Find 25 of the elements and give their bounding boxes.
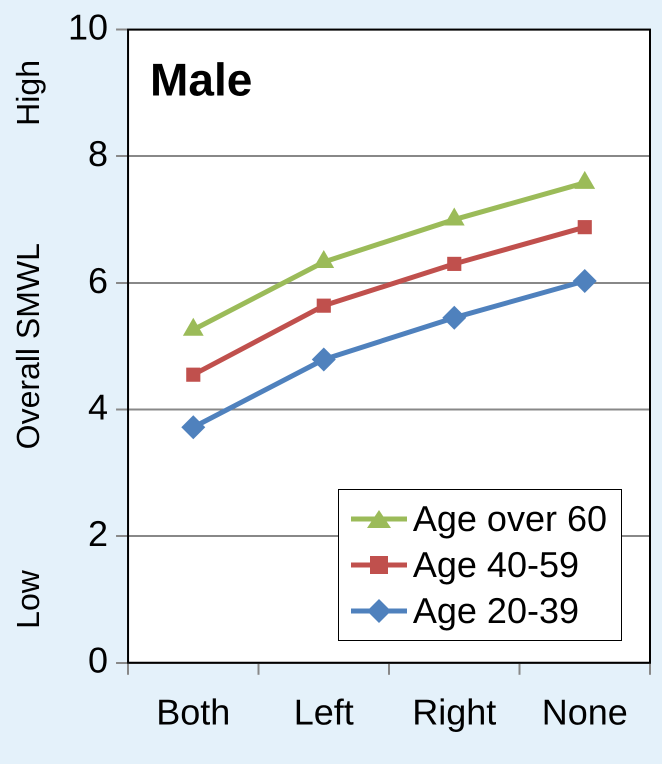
y-tick-label: 4 — [88, 386, 108, 428]
legend-label: Age over 60 — [412, 496, 607, 541]
y-tick-label: 10 — [68, 6, 108, 48]
y-tick-label: 2 — [88, 513, 108, 554]
point — [186, 368, 200, 382]
text: Male — [150, 54, 252, 106]
x-tick-label: Left — [294, 691, 354, 732]
legend-label: Age 20-39 — [412, 588, 579, 633]
y-axis-title: Overall SMWL — [10, 243, 46, 450]
text: Low — [10, 569, 46, 629]
point — [312, 347, 336, 372]
point — [181, 415, 206, 440]
point — [316, 298, 331, 313]
y-tick-label: 8 — [88, 133, 108, 174]
y-tick-label: 0 — [88, 640, 108, 681]
point — [572, 268, 597, 293]
x-tick-label: Both — [156, 691, 230, 732]
point — [578, 220, 592, 234]
y-tick-label: 6 — [88, 260, 108, 301]
legend-label: Age 40-59 — [412, 542, 579, 587]
x-tick-label: Right — [412, 691, 496, 732]
point — [442, 306, 466, 330]
point — [447, 256, 462, 271]
x-tick-label: None — [542, 691, 628, 732]
text: High — [10, 60, 46, 126]
